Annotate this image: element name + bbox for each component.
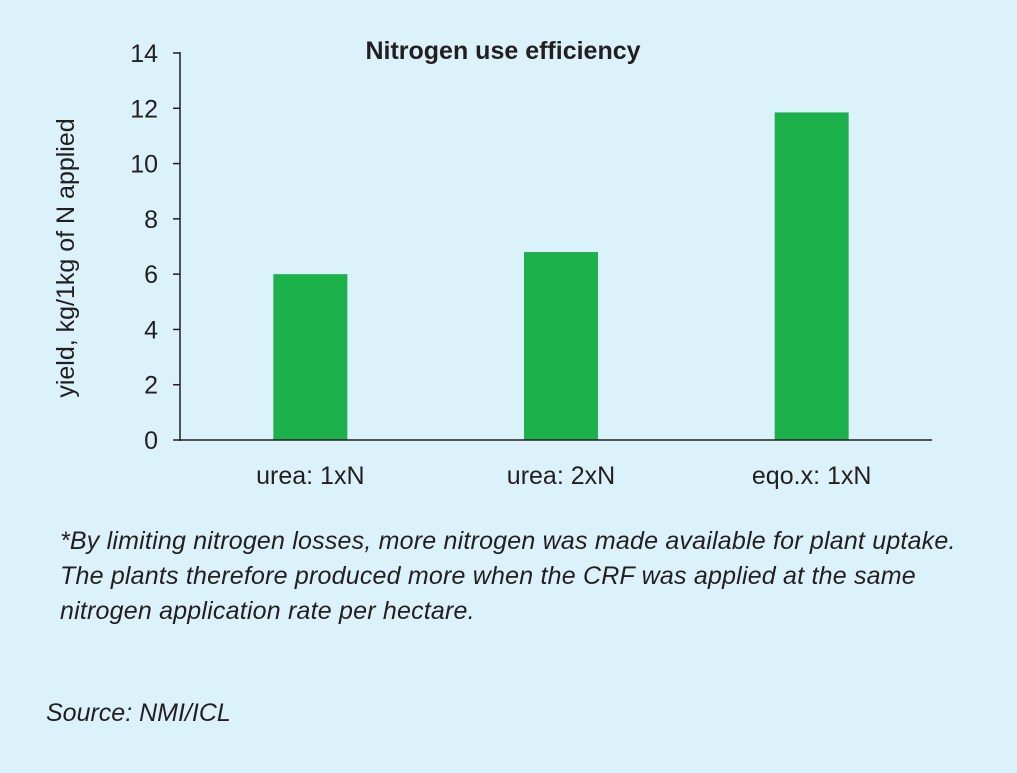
source-label: Source: NMI/ICL — [46, 699, 231, 727]
chart-title: Nitrogen use efficiency — [365, 37, 640, 65]
x-tick-label: eqo.x: 1xN — [752, 462, 872, 490]
y-tick-label: 14 — [130, 40, 158, 68]
y-tick-label: 2 — [144, 372, 158, 400]
x-tick-label: urea: 2xN — [507, 462, 615, 490]
bar — [524, 252, 598, 440]
y-tick-label: 6 — [144, 261, 158, 289]
footnote: *By limiting nitrogen losses, more nitro… — [60, 527, 956, 625]
y-tick-label: 12 — [130, 95, 158, 123]
y-tick-label: 8 — [144, 206, 158, 234]
bar-chart: Nitrogen use efficiency yield, kg/1kg of… — [52, 37, 932, 490]
y-tick-label: 4 — [144, 316, 158, 344]
bar — [273, 274, 348, 440]
y-tick-label: 10 — [130, 151, 158, 179]
y-axis-label: yield, kg/1kg of N applied — [52, 118, 80, 397]
x-tick-label: urea: 1xN — [256, 462, 364, 490]
y-tick-label: 0 — [144, 427, 158, 455]
bar — [774, 112, 849, 441]
